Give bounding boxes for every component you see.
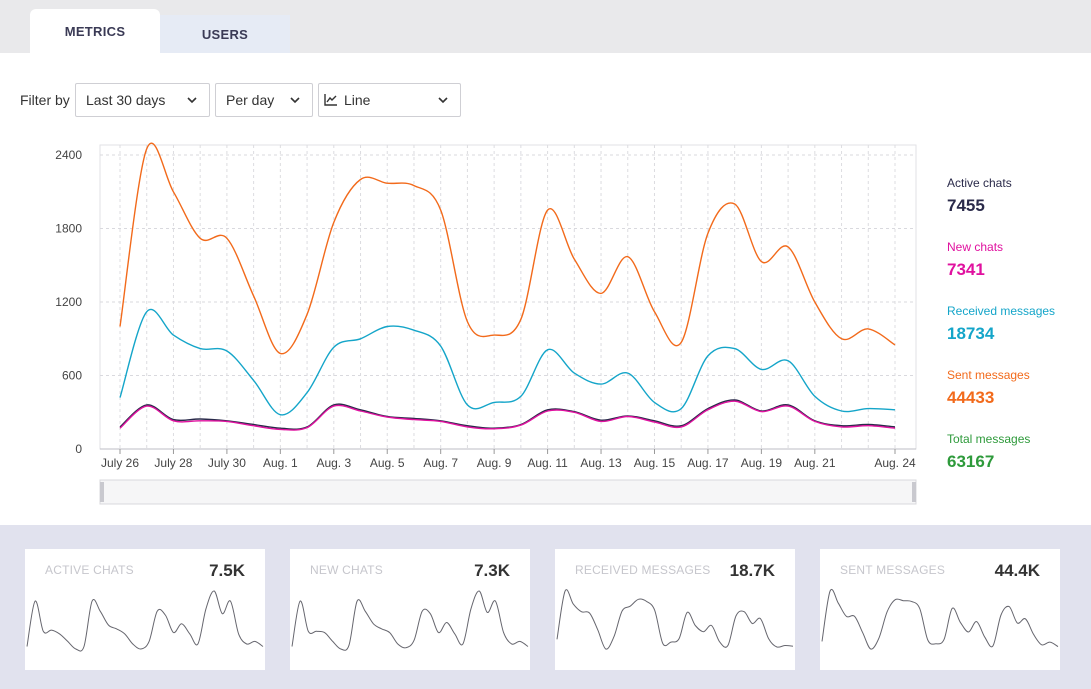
x-tick-label: Aug. 7 bbox=[423, 456, 458, 470]
legend-label: New chats bbox=[947, 240, 1004, 254]
legend-value: 63167 bbox=[947, 452, 995, 471]
card-title: SENT MESSAGES bbox=[840, 563, 946, 577]
legend-sent-messages[interactable]: Sent messages 44433 bbox=[947, 368, 1055, 432]
x-tick-label: Aug. 24 bbox=[874, 456, 916, 470]
chevron-down-icon bbox=[290, 97, 300, 104]
y-tick-label: 0 bbox=[75, 442, 82, 456]
range-slider-handle-right[interactable] bbox=[912, 482, 916, 502]
card-value: 18.7K bbox=[729, 561, 775, 580]
tab-users[interactable]: USERS bbox=[160, 15, 290, 53]
y-tick-label: 600 bbox=[62, 369, 82, 383]
series-line-sent-messages bbox=[119, 142, 896, 355]
chart-type-value: Line bbox=[344, 92, 371, 108]
date-range-value: Last 30 days bbox=[86, 92, 166, 108]
chart-type-select[interactable]: Line bbox=[318, 83, 461, 117]
x-tick-label: Aug. 5 bbox=[370, 456, 405, 470]
main-line-chart: 0 600 1200 1800 2400 July 26 July 28 July 30 Aug… bbox=[55, 142, 917, 505]
sparkline-path bbox=[291, 590, 529, 651]
y-tick-label: 1800 bbox=[55, 222, 82, 236]
y-tick-label: 2400 bbox=[55, 148, 82, 162]
card-active-chats[interactable]: ACTIVE CHATS 7.5K bbox=[25, 549, 265, 670]
card-value: 7.3K bbox=[474, 561, 510, 580]
sparkline bbox=[556, 589, 794, 650]
x-tick-label: Aug. 9 bbox=[477, 456, 512, 470]
period-value: Per day bbox=[226, 92, 275, 108]
y-tick-label: 1200 bbox=[55, 295, 82, 309]
legend-label: Received messages bbox=[947, 304, 1056, 318]
chevron-down-icon bbox=[438, 97, 448, 104]
card-received-messages[interactable]: RECEIVED MESSAGES 18.7K bbox=[555, 549, 795, 670]
filter-label: Filter by bbox=[20, 92, 70, 108]
x-tick-label: Aug. 1 bbox=[263, 456, 298, 470]
card-title: ACTIVE CHATS bbox=[45, 563, 134, 577]
legend-label: Total messages bbox=[947, 432, 1031, 446]
legend-value: 7341 bbox=[947, 260, 985, 279]
chevron-down-icon bbox=[187, 97, 197, 104]
sparkline bbox=[291, 590, 529, 651]
x-tick-label: Aug. 17 bbox=[687, 456, 729, 470]
legend-new-chats[interactable]: New chats 7341 bbox=[947, 240, 1055, 304]
card-title: NEW CHATS bbox=[310, 563, 383, 577]
legend-active-chats[interactable]: Active chats 7455 bbox=[947, 176, 1055, 240]
series-line-new-chats bbox=[119, 400, 896, 431]
card-sent-messages[interactable]: SENT MESSAGES 44.4K bbox=[820, 549, 1060, 670]
sparkline-path bbox=[821, 589, 1059, 650]
legend-label: Active chats bbox=[947, 176, 1012, 190]
x-tick-label: Aug. 21 bbox=[794, 456, 836, 470]
x-tick-label: Aug. 11 bbox=[527, 456, 568, 470]
legend-label: Sent messages bbox=[947, 368, 1030, 382]
card-value: 7.5K bbox=[209, 561, 245, 580]
x-tick-label: July 30 bbox=[208, 456, 246, 470]
sparkline bbox=[26, 590, 264, 652]
chart-legend: Active chats 7455 New chats 7341 Receive… bbox=[947, 176, 1055, 496]
summary-cards: ACTIVE CHATS 7.5K NEW CHATS 7.3K RECEIVE… bbox=[0, 525, 1091, 689]
legend-total-messages[interactable]: Total messages 63167 bbox=[947, 432, 1055, 496]
plot-frame bbox=[99, 144, 917, 450]
legend-value: 18734 bbox=[947, 324, 995, 343]
period-select[interactable]: Per day bbox=[215, 83, 313, 117]
range-slider-handle-left[interactable] bbox=[100, 482, 104, 502]
legend-received-messages[interactable]: Received messages 18734 bbox=[947, 304, 1055, 368]
legend-value: 7455 bbox=[947, 196, 985, 215]
sparkline-path bbox=[26, 590, 264, 652]
sparkline bbox=[821, 589, 1059, 650]
x-tick-label: Aug. 19 bbox=[741, 456, 783, 470]
x-tick-label: July 26 bbox=[101, 456, 139, 470]
x-tick-label: July 28 bbox=[154, 456, 192, 470]
sparkline-path bbox=[556, 589, 794, 650]
tab-bar: METRICS USERS bbox=[0, 0, 1091, 53]
x-tick-label: Aug. 3 bbox=[316, 456, 351, 470]
line-chart-icon bbox=[324, 94, 337, 106]
x-tick-label: Aug. 13 bbox=[580, 456, 622, 470]
card-new-chats[interactable]: NEW CHATS 7.3K bbox=[290, 549, 530, 670]
legend-value: 44433 bbox=[947, 388, 995, 407]
card-value: 44.4K bbox=[994, 561, 1040, 580]
x-tick-label: Aug. 15 bbox=[634, 456, 676, 470]
series-line-active-chats bbox=[119, 399, 896, 430]
range-slider-track[interactable] bbox=[99, 479, 917, 505]
card-title: RECEIVED MESSAGES bbox=[575, 563, 711, 577]
tab-metrics[interactable]: METRICS bbox=[30, 9, 160, 53]
series-line-received-messages bbox=[119, 308, 896, 416]
date-range-select[interactable]: Last 30 days bbox=[75, 83, 210, 117]
